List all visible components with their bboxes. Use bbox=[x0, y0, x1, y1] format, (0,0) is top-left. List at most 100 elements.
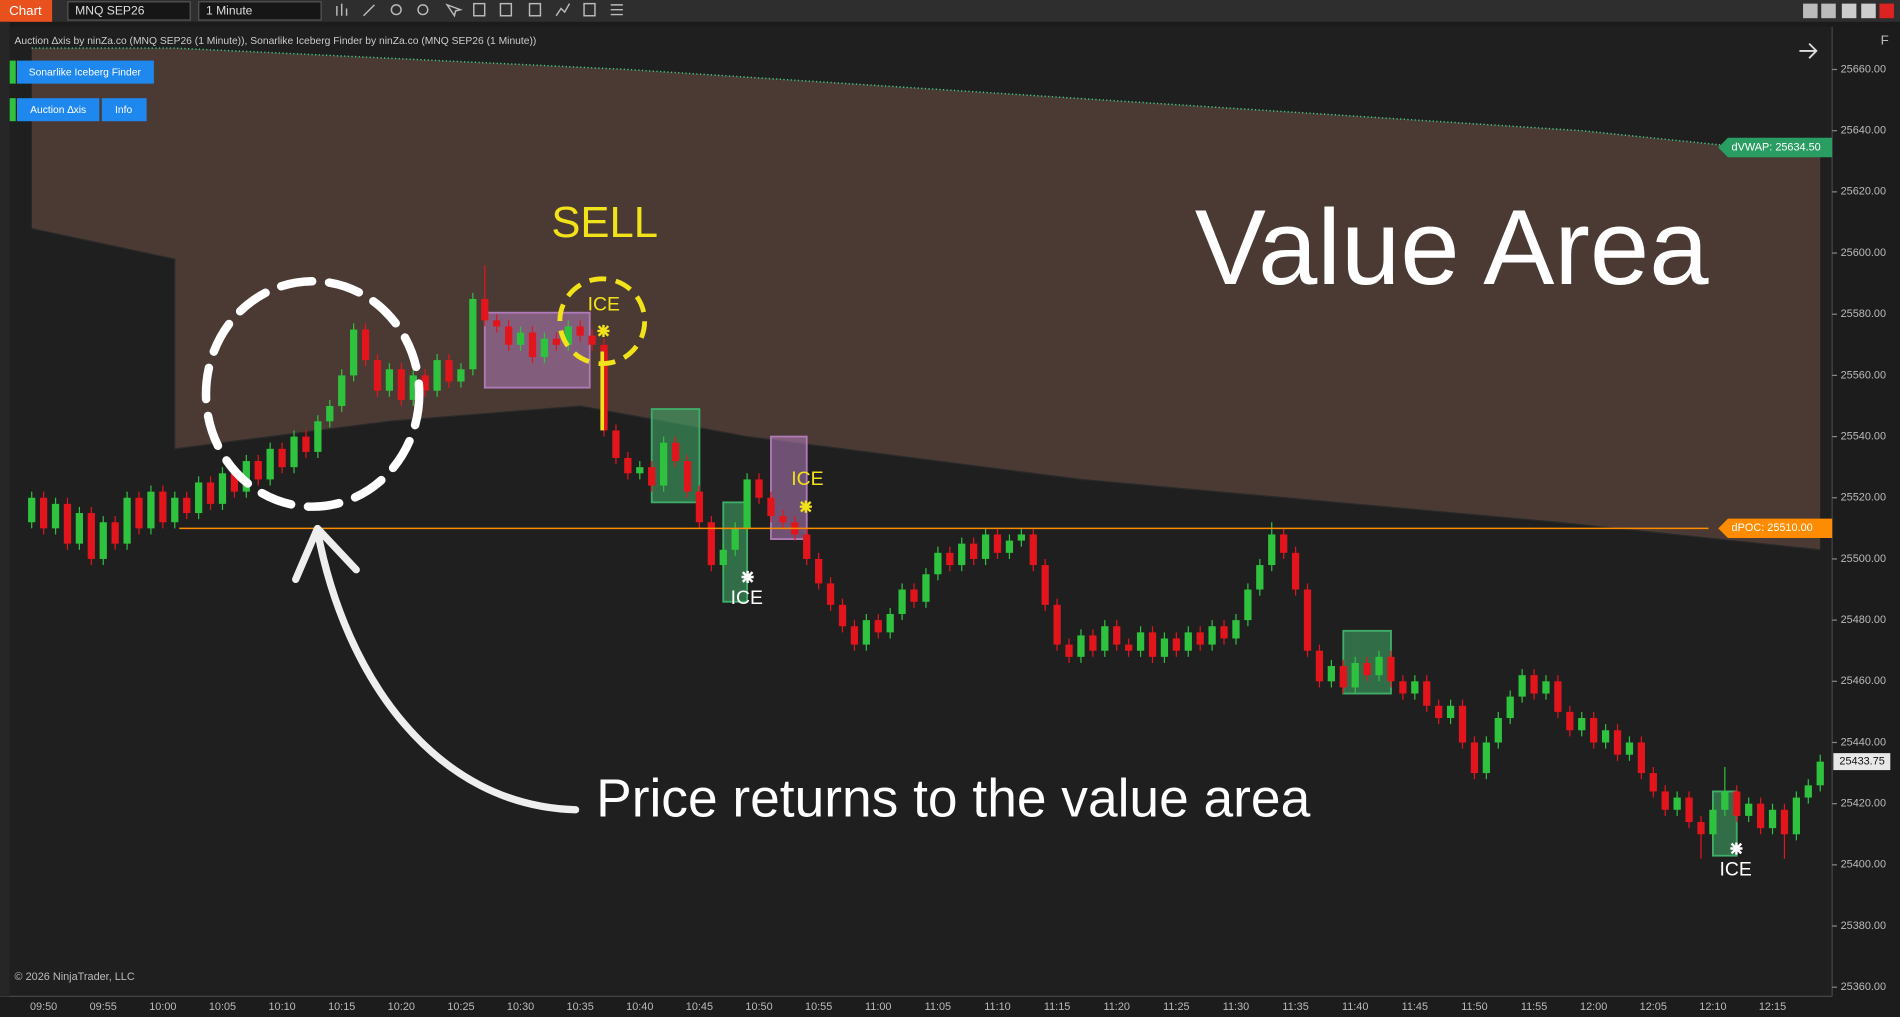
candle-body bbox=[1566, 711, 1574, 731]
button[interactable] bbox=[101, 98, 147, 122]
button[interactable] bbox=[16, 98, 100, 122]
level-tag bbox=[1718, 137, 1833, 158]
candle-body bbox=[910, 589, 918, 602]
candle-body bbox=[230, 473, 239, 492]
candle-body bbox=[1411, 681, 1419, 694]
chart-tab[interactable] bbox=[0, 0, 53, 22]
candle-body bbox=[1613, 730, 1622, 755]
candle-body bbox=[1423, 681, 1431, 706]
candle-body bbox=[1697, 822, 1705, 835]
candle-body bbox=[1590, 718, 1598, 743]
candle-body bbox=[683, 461, 692, 492]
candle-body bbox=[1470, 742, 1479, 774]
candle-body bbox=[421, 375, 429, 391]
candle-body bbox=[922, 574, 930, 602]
iceberg-zone bbox=[770, 435, 808, 540]
candle-body bbox=[159, 491, 167, 523]
plot bbox=[28, 47, 1824, 859]
level-label: dPOC: 25510.00 bbox=[1732, 522, 1813, 534]
candle-body bbox=[862, 620, 870, 645]
candle-body bbox=[755, 479, 763, 498]
candle-body bbox=[206, 482, 215, 504]
candle-body bbox=[826, 583, 835, 605]
arrow bbox=[313, 527, 580, 814]
candle-body bbox=[1745, 803, 1753, 816]
y-tick-label: 25440.00 bbox=[1841, 736, 1886, 748]
x-tick-label: 11:05 bbox=[925, 1001, 951, 1013]
candle-body bbox=[874, 620, 882, 633]
candle-body bbox=[1458, 705, 1467, 743]
interval: 1 Minute bbox=[206, 4, 253, 18]
candle-body bbox=[707, 522, 715, 566]
candle-body bbox=[433, 360, 441, 391]
candle-body bbox=[1232, 620, 1240, 639]
candle-body bbox=[671, 442, 680, 462]
candle-body bbox=[409, 375, 417, 400]
button-marker bbox=[9, 60, 16, 84]
candle-body bbox=[39, 497, 48, 529]
candle-body bbox=[361, 329, 370, 361]
y-tick-label: 25520.00 bbox=[1841, 492, 1886, 504]
returns-label: Price returns to the value area bbox=[596, 770, 1310, 829]
time-axis bbox=[0, 996, 1833, 1017]
candle-body bbox=[838, 604, 847, 627]
candle-body bbox=[1673, 797, 1681, 810]
x-tick-label: 11:25 bbox=[1163, 1001, 1189, 1013]
value-area bbox=[31, 48, 1821, 550]
x-tick-label: 11:10 bbox=[984, 1001, 1010, 1013]
candle-body bbox=[99, 522, 107, 559]
button[interactable] bbox=[16, 60, 154, 84]
window-buttons[interactable] bbox=[1803, 3, 1894, 19]
scroll-arrow[interactable] bbox=[1799, 42, 1818, 59]
level-tag bbox=[1718, 518, 1833, 539]
toolbar-icons[interactable] bbox=[336, 2, 623, 18]
candle-body bbox=[63, 503, 72, 544]
candle-body bbox=[970, 543, 978, 559]
candle-body bbox=[731, 528, 739, 550]
candle-body bbox=[1375, 656, 1383, 676]
x-tick-label: 10:05 bbox=[209, 1001, 236, 1013]
candle-body bbox=[194, 482, 203, 514]
left-margin bbox=[0, 21, 10, 997]
candle-body bbox=[1220, 626, 1228, 639]
candle-body bbox=[1530, 675, 1538, 694]
candle-body bbox=[1482, 742, 1490, 774]
y-tick-label: 25600.00 bbox=[1841, 247, 1886, 259]
candle-body bbox=[1387, 656, 1395, 682]
candle-body bbox=[648, 467, 656, 486]
highlight-circle bbox=[201, 276, 424, 511]
y-tick-label: 25580.00 bbox=[1841, 308, 1886, 320]
candle-body bbox=[1148, 632, 1157, 657]
x-tick-label: 10:30 bbox=[507, 1001, 534, 1013]
candle-body bbox=[1351, 662, 1359, 688]
candle-body bbox=[314, 421, 322, 452]
y-tick-label: 25460.00 bbox=[1841, 675, 1886, 687]
candle-body bbox=[51, 503, 60, 529]
candle-body bbox=[719, 549, 727, 566]
corner-button[interactable]: F bbox=[1881, 33, 1889, 48]
candle-body bbox=[612, 430, 620, 458]
candle-body bbox=[1125, 644, 1133, 651]
interval-select[interactable] bbox=[198, 1, 322, 21]
instrument-select[interactable] bbox=[67, 1, 191, 21]
candle-body bbox=[183, 497, 191, 514]
candle-body bbox=[1280, 534, 1288, 553]
candle-body bbox=[28, 497, 36, 523]
value-area-low bbox=[31, 227, 1821, 551]
candle-body bbox=[1554, 681, 1562, 712]
candle-body bbox=[528, 332, 537, 358]
candle-body bbox=[695, 491, 704, 523]
candle-body bbox=[815, 558, 823, 584]
candle-body bbox=[1399, 681, 1407, 694]
candle-body bbox=[445, 360, 453, 382]
candle-body bbox=[552, 338, 560, 345]
candle-body bbox=[1494, 718, 1502, 743]
candle-body bbox=[1172, 638, 1180, 651]
candle-body bbox=[1649, 773, 1657, 792]
ice-label: ICE bbox=[791, 468, 823, 490]
candle-body bbox=[147, 491, 155, 529]
indicator-caption: Auction ∆xis by ninZa.co (MNQ SEP26 (1 M… bbox=[15, 36, 537, 47]
candle-body bbox=[1339, 666, 1347, 688]
candle-body bbox=[87, 513, 95, 559]
y-tick-label: 25660.00 bbox=[1841, 63, 1886, 75]
